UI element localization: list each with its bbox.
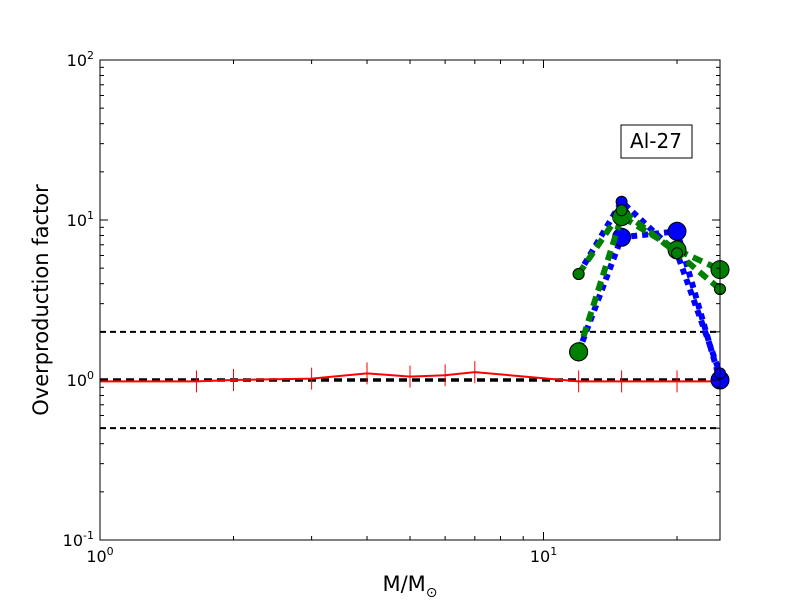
y-tick-label: 100 [67, 369, 94, 390]
series-4-point-0 [572, 267, 585, 280]
plot-frame [99, 59, 721, 541]
annotation-label: Al-27 [630, 129, 682, 153]
annotation-box: Al-27 [620, 124, 693, 159]
x-axis-label-main: M/M [382, 572, 425, 596]
series-layer [99, 195, 730, 430]
series-line-1 [575, 228, 723, 381]
series-line-3 [575, 212, 722, 353]
x-axis-label-sub: ⊙ [426, 585, 438, 600]
y-tick-label: 10-1 [63, 529, 94, 550]
series-3-point-0 [569, 342, 589, 362]
series-1-point-2 [667, 221, 687, 241]
y-tick-label: 101 [67, 209, 94, 230]
x-axis-label: M/M⊙ [382, 572, 437, 600]
x-tick-label: 101 [530, 545, 557, 566]
y-tick-label: 102 [67, 49, 94, 70]
x-tick-label: 100 [86, 545, 113, 566]
series-4-point-1 [615, 204, 628, 217]
series-line-2 [576, 197, 723, 375]
series-line-4 [576, 205, 722, 292]
series-line-0 [100, 371, 720, 383]
series-4-point-2 [671, 247, 684, 260]
y-axis-label: Overproduction factor [29, 184, 53, 416]
plot-area [100, 60, 720, 540]
